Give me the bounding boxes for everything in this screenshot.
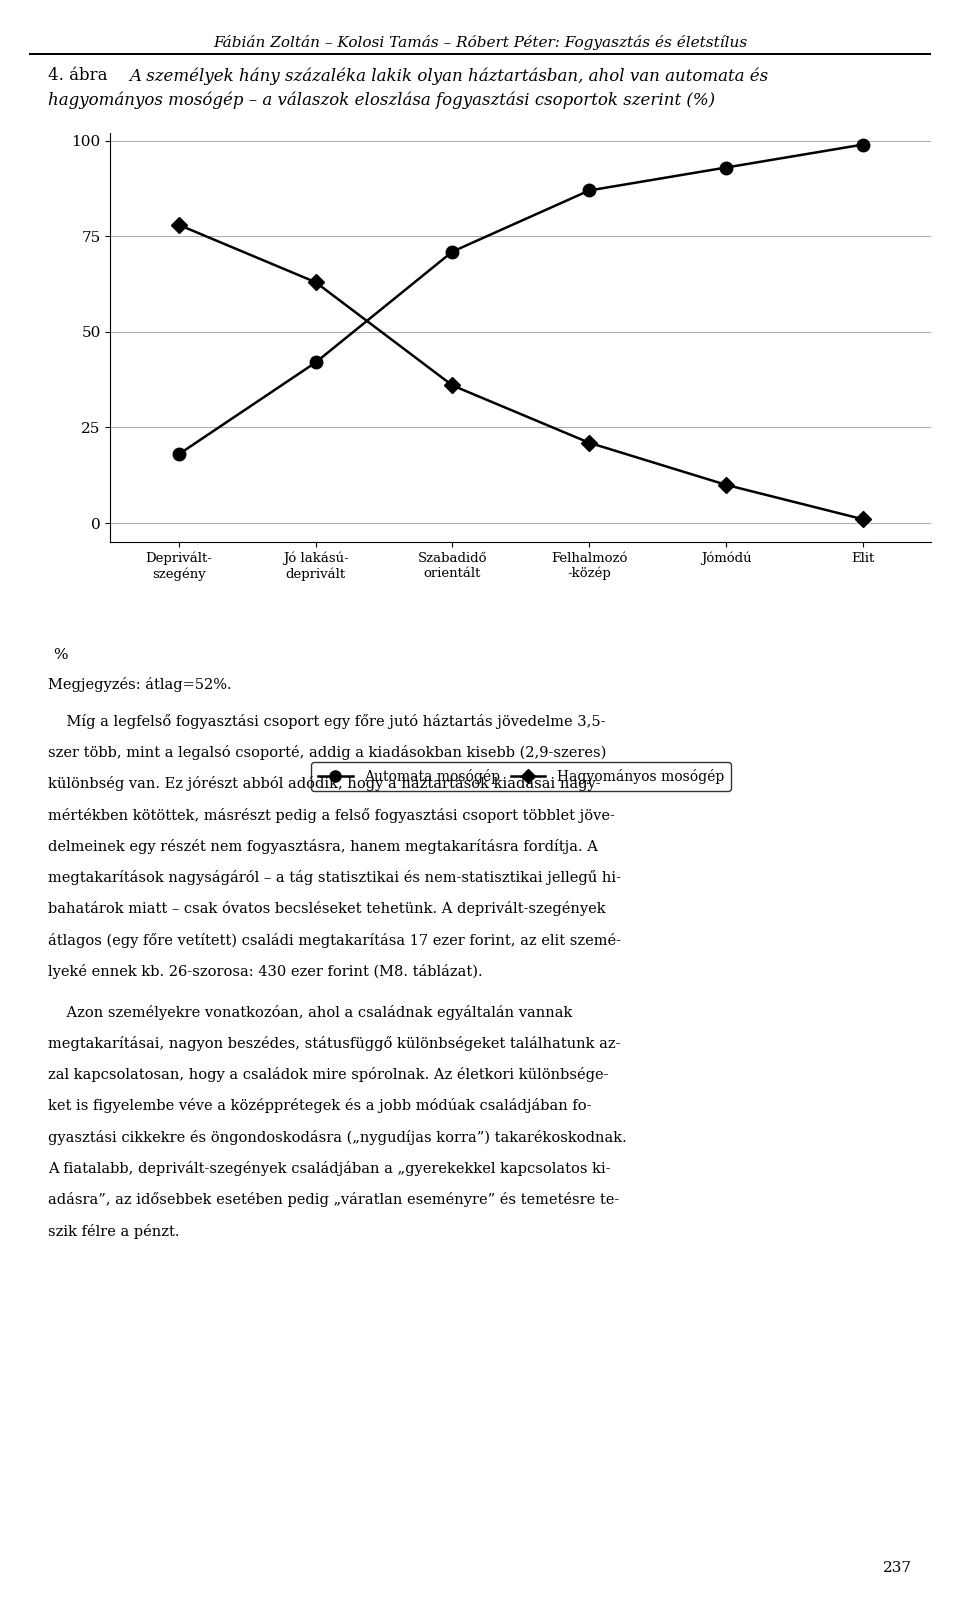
Text: bahatárok miatt – csak óvatos becsléseket tehetünk. A deprivált-szegények: bahatárok miatt – csak óvatos becsléseke…	[48, 901, 606, 916]
Text: A személyek hány százaléka lakik olyan háztartásban, ahol van automata és: A személyek hány százaléka lakik olyan h…	[130, 67, 769, 85]
Text: 237: 237	[883, 1561, 912, 1575]
Text: A fiatalabb, deprivált-szegények családjában a „gyerekekkel kapcsolatos ki-: A fiatalabb, deprivált-szegények családj…	[48, 1161, 611, 1176]
Text: megtakarításai, nagyon beszédes, státusfüggő különbségeket találhatunk az-: megtakarításai, nagyon beszédes, státusf…	[48, 1036, 620, 1051]
Text: Míg a legfelső fogyasztási csoport egy főre jutó háztartás jövedelme 3,5-: Míg a legfelső fogyasztási csoport egy f…	[48, 714, 606, 728]
Text: delmeinek egy részét nem fogyasztásra, hanem megtakarításra fordítja. A: delmeinek egy részét nem fogyasztásra, h…	[48, 839, 598, 853]
Text: Fábián Zoltán – Kolosi Tamás – Róbert Péter: Fogyasztás és életstílus: Fábián Zoltán – Kolosi Tamás – Róbert Pé…	[213, 35, 747, 50]
Text: átlagos (egy főre vetített) családi megtakarítása 17 ezer forint, az elit szemé-: átlagos (egy főre vetített) családi megt…	[48, 932, 621, 948]
Text: ket is figyelembe véve a középprétegek és a jobb módúak családjában fo-: ket is figyelembe véve a középprétegek é…	[48, 1099, 591, 1113]
Text: 4. ábra: 4. ábra	[48, 67, 112, 85]
Text: adásra”, az idősebbek esetében pedig „váratlan eseményre” és temetésre te-: adásra”, az idősebbek esetében pedig „vá…	[48, 1192, 619, 1208]
Text: lyeké ennek kb. 26-szorosa: 430 ezer forint (M8. táblázat).: lyeké ennek kb. 26-szorosa: 430 ezer for…	[48, 964, 483, 978]
Text: %: %	[53, 648, 67, 662]
Text: mértékben kötöttek, másrészt pedig a felső fogyasztási csoport többlet jöve-: mértékben kötöttek, másrészt pedig a fel…	[48, 807, 614, 823]
Text: szer több, mint a legalsó csoporté, addig a kiadásokban kisebb (2,9-szeres): szer több, mint a legalsó csoporté, addi…	[48, 744, 607, 760]
Text: Megjegyzés: átlag=52%.: Megjegyzés: átlag=52%.	[48, 677, 231, 691]
Text: zal kapcsolatosan, hogy a családok mire spórolnak. Az életkori különbsége-: zal kapcsolatosan, hogy a családok mire …	[48, 1067, 609, 1083]
Text: szik félre a pénzt.: szik félre a pénzt.	[48, 1224, 180, 1238]
Text: Azon személyekre vonatkozóan, ahol a családnak egyáltalán vannak: Azon személyekre vonatkozóan, ahol a csa…	[48, 1004, 572, 1020]
Text: megtakarítások nagyságáról – a tág statisztikai és nem-statisztikai jellegű hi-: megtakarítások nagyságáról – a tág stati…	[48, 869, 621, 885]
Legend: Automata mosógép, Hagyományos mosógép: Automata mosógép, Hagyományos mosógép	[311, 762, 731, 791]
Text: gyasztási cikkekre és öngondoskodásra („nygudíjas korra”) takarékoskodnak.: gyasztási cikkekre és öngondoskodásra („…	[48, 1129, 627, 1145]
Text: hagyományos mosógép – a válaszok eloszlása fogyasztási csoportok szerint (%): hagyományos mosógép – a válaszok eloszlá…	[48, 91, 715, 109]
Text: különbség van. Ez jórészt abból adódik, hogy a háztartások kiadásai nagy-: különbség van. Ez jórészt abból adódik, …	[48, 776, 601, 791]
